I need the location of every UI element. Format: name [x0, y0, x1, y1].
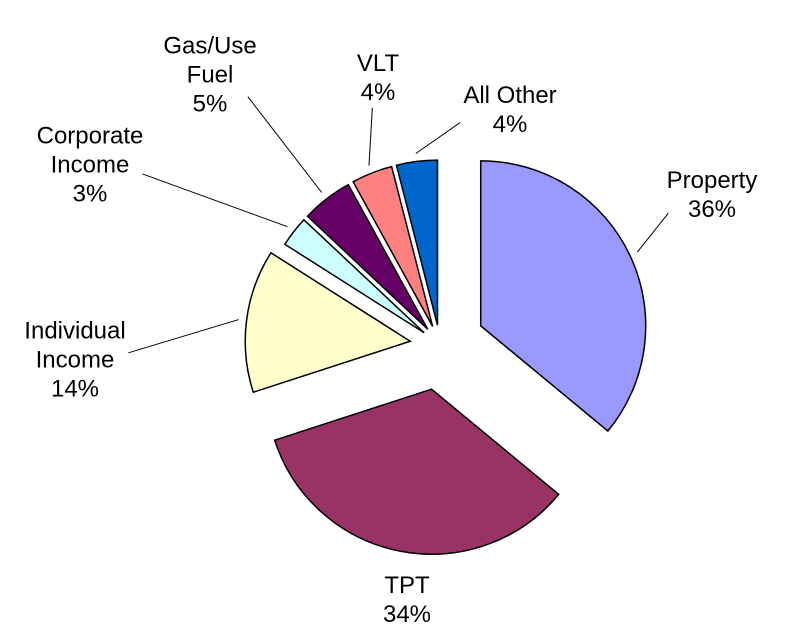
slice-label: Gas/Use Fuel 5%	[145, 32, 275, 119]
category-label: VLT	[356, 50, 400, 77]
slice-label: Individual Income 14%	[10, 317, 140, 404]
value-label: 14%	[50, 375, 100, 403]
pie-slice	[306, 183, 429, 330]
category-label: Property	[666, 167, 758, 194]
slice-label: VLT 4%	[313, 49, 443, 107]
leader-line	[247, 96, 323, 193]
category-label: Gas/Use Fuel	[163, 32, 257, 89]
pie-slice	[352, 165, 434, 327]
leader-line	[636, 212, 669, 253]
value-label: 3%	[72, 180, 108, 208]
leader-line	[142, 173, 288, 228]
leader-line	[368, 107, 373, 166]
value-label: 4%	[492, 111, 528, 138]
category-label: All Other	[463, 82, 557, 109]
value-label: 4%	[360, 79, 396, 106]
category-label: TPT	[384, 572, 430, 599]
category-label: Individual Income	[24, 317, 126, 374]
value-label: 34%	[382, 601, 432, 628]
pie-slice	[395, 159, 439, 326]
leader-line	[415, 122, 461, 154]
pie-slice	[479, 160, 647, 433]
pie-slice	[283, 218, 425, 334]
slice-label: Corporate Income 3%	[25, 122, 155, 209]
leader-line	[128, 319, 239, 354]
value-label: 36%	[687, 196, 737, 223]
value-label: 5%	[192, 90, 228, 118]
category-label: Corporate Income	[36, 122, 144, 179]
pie-slice	[273, 388, 560, 555]
pie-slice	[244, 251, 412, 394]
slice-label: All Other 4%	[445, 81, 575, 139]
slice-label: TPT 34%	[342, 571, 472, 629]
slice-label: Property 36%	[647, 166, 777, 224]
